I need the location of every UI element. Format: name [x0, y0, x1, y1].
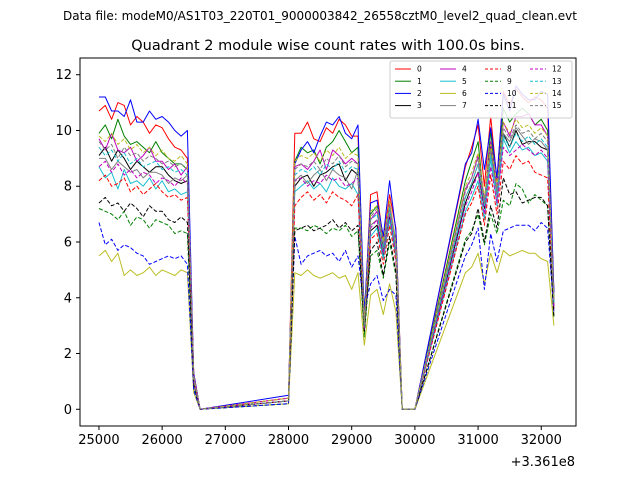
legend-label-6: 6 [462, 89, 467, 98]
y-tick-label: 8 [64, 180, 72, 195]
series-line-12 [98, 143, 555, 410]
x-tick-label: 30000 [394, 433, 435, 448]
x-tick-label: 29000 [331, 433, 372, 448]
legend-label-11: 11 [507, 101, 517, 110]
series-line-14 [98, 118, 555, 410]
y-tick-label: 0 [64, 403, 72, 418]
legend-box [389, 60, 573, 119]
legend-label-13: 13 [552, 77, 562, 86]
x-tick-label: 31000 [457, 433, 498, 448]
y-tick-label: 2 [64, 347, 72, 362]
series-line-9 [98, 183, 555, 410]
y-tick-label: 12 [55, 68, 72, 83]
series-line-8 [98, 155, 555, 410]
legend-label-7: 7 [462, 101, 467, 110]
series-line-11 [98, 177, 555, 410]
legend-label-3: 3 [417, 101, 422, 110]
plot-frame [79, 57, 577, 427]
legend-label-4: 4 [462, 65, 467, 74]
series-line-1 [98, 107, 555, 410]
series-line-0 [98, 88, 555, 410]
legend-label-5: 5 [462, 77, 467, 86]
legend-label-2: 2 [417, 89, 422, 98]
y-tick-label: 6 [64, 236, 72, 251]
legend-label-8: 8 [507, 65, 512, 74]
series-line-2 [99, 85, 555, 410]
series-line-10 [98, 222, 555, 410]
legend-label-9: 9 [507, 77, 512, 86]
x-tick-label: 25000 [78, 433, 119, 448]
legend-label-0: 0 [417, 65, 422, 74]
series-line-13 [98, 132, 555, 410]
x-tick-label: 27000 [205, 433, 246, 448]
x-tick-label: 28000 [268, 433, 309, 448]
x-offset-label: +3.361e8 [511, 455, 575, 470]
legend-label-1: 1 [417, 77, 422, 86]
chart-title: Quadrant 2 module wise count rates with … [131, 38, 525, 54]
series-line-6 [98, 249, 555, 410]
data-file-label: Data file: modeM0/AS1T03_220T01_90000038… [63, 9, 577, 23]
series-line-15 [98, 124, 555, 410]
legend-label-10: 10 [507, 89, 517, 98]
legend-label-12: 12 [552, 65, 562, 74]
x-tick-label: 32000 [521, 433, 562, 448]
y-tick-label: 4 [64, 291, 72, 306]
legend-label-14: 14 [552, 89, 562, 98]
x-tick-label: 26000 [141, 433, 182, 448]
series-line-5 [98, 138, 555, 410]
y-axis-ticks: 0 2 4 6 8 10 12 [55, 68, 80, 418]
series-lines [98, 85, 555, 410]
y-tick-label: 10 [55, 124, 72, 139]
x-axis-ticks: 25000 26000 27000 28000 29000 30000 31000 32000 [78, 426, 562, 448]
legend-label-15: 15 [552, 101, 562, 110]
